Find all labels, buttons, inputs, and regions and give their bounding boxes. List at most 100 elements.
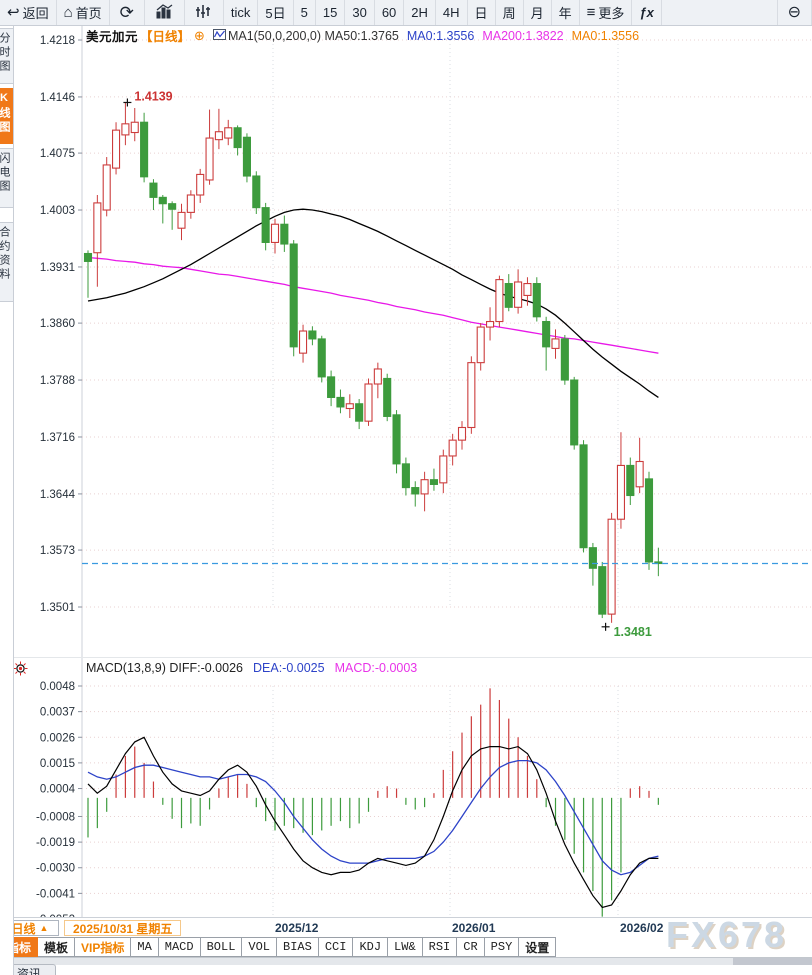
back-icon: ↩ bbox=[7, 4, 20, 21]
svg-text:-0.0008: -0.0008 bbox=[36, 811, 75, 823]
indicator-settings-icon[interactable] bbox=[13, 661, 28, 681]
svg-text:1.3788: 1.3788 bbox=[40, 375, 75, 387]
period-button-日[interactable]: 日 bbox=[468, 0, 496, 25]
horizontal-scrollbar bbox=[0, 958, 812, 965]
indicator-tab-VIP指标[interactable]: VIP指标 bbox=[75, 937, 132, 957]
x-axis-label: 2026/01 bbox=[452, 921, 496, 935]
period-button-60[interactable]: 60 bbox=[375, 0, 405, 25]
svg-text:0.0026: 0.0026 bbox=[40, 732, 75, 744]
indicator-tab-MA[interactable]: MA bbox=[131, 937, 159, 957]
svg-text:0.0004: 0.0004 bbox=[40, 784, 76, 796]
svg-text:1.3716: 1.3716 bbox=[40, 432, 75, 444]
more-label: 更多 bbox=[598, 6, 625, 21]
bar-chart-view-button[interactable] bbox=[145, 0, 185, 25]
period-button-5日[interactable]: 5日 bbox=[258, 0, 294, 25]
add-indicator-icon[interactable]: ⊕ bbox=[194, 27, 205, 43]
menu-icon: ≡ bbox=[586, 4, 596, 21]
sidebar-tab-分时图[interactable]: 分时图 bbox=[0, 28, 13, 84]
back-button[interactable]: ↩ 返回 bbox=[0, 0, 57, 25]
period-button-group: 5日 5 15 30 60 2H 4H 日周月年 bbox=[258, 0, 580, 25]
indicator-tab-MACD[interactable]: MACD bbox=[158, 937, 201, 957]
sidebar-tab-label: 分时图 bbox=[0, 32, 10, 74]
period-button-2H[interactable]: 2H bbox=[404, 0, 436, 25]
indicator-tab-VOL[interactable]: VOL bbox=[242, 937, 278, 957]
svg-text:1.4146: 1.4146 bbox=[40, 92, 75, 104]
refresh-icon: ⟳ bbox=[119, 3, 134, 22]
sidebar-tab-K线图[interactable]: K线图 bbox=[0, 88, 13, 144]
indicator-tab-BIAS[interactable]: BIAS bbox=[277, 937, 319, 957]
symbol-header: 美元加元 【日线】 ⊕ MA1(50,0,200,0) MA50:1.3765 … bbox=[86, 27, 640, 45]
svg-text:-0.0019: -0.0019 bbox=[36, 837, 75, 849]
svg-text:1.4139: 1.4139 bbox=[134, 89, 172, 103]
svg-text:-0.0030: -0.0030 bbox=[36, 863, 75, 875]
indicator-tab-CCI[interactable]: CCI bbox=[318, 937, 354, 957]
candle-view-button[interactable] bbox=[185, 0, 224, 25]
indicator-tab-KDJ[interactable]: KDJ bbox=[353, 937, 389, 957]
macd-diff-label: MACD(13,8,9) DIFF:-0.0026 bbox=[86, 661, 243, 675]
toolbar-spacer bbox=[662, 0, 777, 25]
svg-text:1.3481: 1.3481 bbox=[614, 625, 652, 639]
indicator-tab-模板[interactable]: 模板 bbox=[38, 937, 76, 957]
indicator-tab-设置[interactable]: 设置 bbox=[519, 937, 557, 957]
period-button-月[interactable]: 月 bbox=[524, 0, 552, 25]
home-icon: ⌂ bbox=[63, 4, 73, 21]
ma-settings-label: MA1(50,0,200,0) MA50:1.3765 bbox=[227, 28, 399, 43]
svg-text:1.3501: 1.3501 bbox=[40, 602, 75, 614]
period-button-15[interactable]: 15 bbox=[316, 0, 346, 25]
svg-text:-0.0041: -0.0041 bbox=[36, 888, 75, 900]
macd-dea-value: DEA:-0.0025 bbox=[253, 661, 325, 675]
period-selector[interactable]: 日线 ▲ bbox=[1, 920, 59, 936]
news-tab-label: 资讯 bbox=[16, 967, 41, 975]
crosshair-date-label: 2025/10/31 星期五 bbox=[64, 920, 182, 936]
home-button[interactable]: ⌂ 首页 bbox=[57, 0, 110, 25]
macd-header: MACD(13,8,9) DIFF:-0.0026 DEA:-0.0025 MA… bbox=[86, 661, 417, 675]
x-axis-row: 日线 ▲ 2025/10/31 星期五 2025/12 2026/01 2026/0… bbox=[0, 917, 812, 937]
symbol-name: 美元加元 bbox=[86, 30, 139, 44]
indicator-tab-PSY[interactable]: PSY bbox=[484, 937, 520, 957]
fx-icon: ƒx bbox=[639, 5, 654, 20]
chart-type-sidebar: 分时图 K线图闪电图合约资料 bbox=[0, 26, 14, 975]
period-button-周[interactable]: 周 bbox=[496, 0, 524, 25]
period-selector-label: 日线 bbox=[11, 921, 36, 936]
top-toolbar: ↩ 返回 ⌂ 首页 ⟳ tick 5日 5 1 bbox=[0, 0, 812, 26]
ma200-value: MA200:1.3822 bbox=[482, 28, 564, 43]
svg-text:0.0015: 0.0015 bbox=[40, 758, 75, 770]
candlestick-icon bbox=[195, 4, 213, 22]
svg-text:1.3644: 1.3644 bbox=[40, 489, 76, 501]
back-label: 返回 bbox=[22, 6, 49, 21]
refresh-button[interactable]: ⟳ bbox=[110, 0, 145, 25]
dropdown-arrow-icon: ▲ bbox=[39, 923, 49, 933]
x-axis-label: 2026/02 bbox=[620, 921, 664, 935]
macd-hist-value: MACD:-0.0003 bbox=[334, 661, 418, 675]
ma0-blue-value: MA0:1.3556 bbox=[406, 28, 475, 43]
candles bbox=[83, 102, 663, 623]
svg-text:1.3860: 1.3860 bbox=[40, 318, 75, 330]
period-button-30[interactable]: 30 bbox=[345, 0, 375, 25]
scrollbar-thumb[interactable] bbox=[733, 958, 812, 965]
period-button-4H[interactable]: 4H bbox=[436, 0, 468, 25]
sidebar-tab-label: 合约资料 bbox=[0, 226, 10, 282]
ma0-orange-value: MA0:1.3556 bbox=[571, 28, 640, 43]
formula-button[interactable]: ƒx bbox=[632, 0, 662, 25]
zoom-out-icon: ⊖ bbox=[787, 3, 801, 21]
svg-text:0.0037: 0.0037 bbox=[40, 707, 75, 719]
more-button[interactable]: ≡ 更多 bbox=[580, 0, 633, 25]
sidebar-tab-闪电图[interactable]: 闪电图 bbox=[0, 148, 13, 208]
period-button-年[interactable]: 年 bbox=[552, 0, 580, 25]
indicator-tab-RSI[interactable]: RSI bbox=[422, 937, 458, 957]
svg-text:1.4003: 1.4003 bbox=[40, 205, 75, 217]
period-button-5[interactable]: 5 bbox=[294, 0, 316, 25]
indicator-tab-BOLL[interactable]: BOLL bbox=[200, 937, 243, 957]
indicator-tab-LW&[interactable]: LW& bbox=[388, 937, 423, 957]
zoom-out-button[interactable]: ⊖ bbox=[776, 0, 812, 25]
tick-label: tick bbox=[230, 5, 251, 20]
indicator-tab-bar: 指标 模板 VIP指标 MA MACD BOLL VOL BIAS CCI KDJ LW& RSI CR… bbox=[0, 937, 812, 958]
tick-period-button[interactable]: tick bbox=[224, 0, 259, 25]
svg-text:1.3931: 1.3931 bbox=[40, 262, 75, 274]
sidebar-tab-合约资料[interactable]: 合约资料 bbox=[0, 222, 13, 302]
x-axis-label: 2025/12 bbox=[275, 921, 319, 935]
indicator-tab-CR[interactable]: CR bbox=[457, 937, 485, 957]
svg-text:1.3573: 1.3573 bbox=[40, 545, 75, 557]
